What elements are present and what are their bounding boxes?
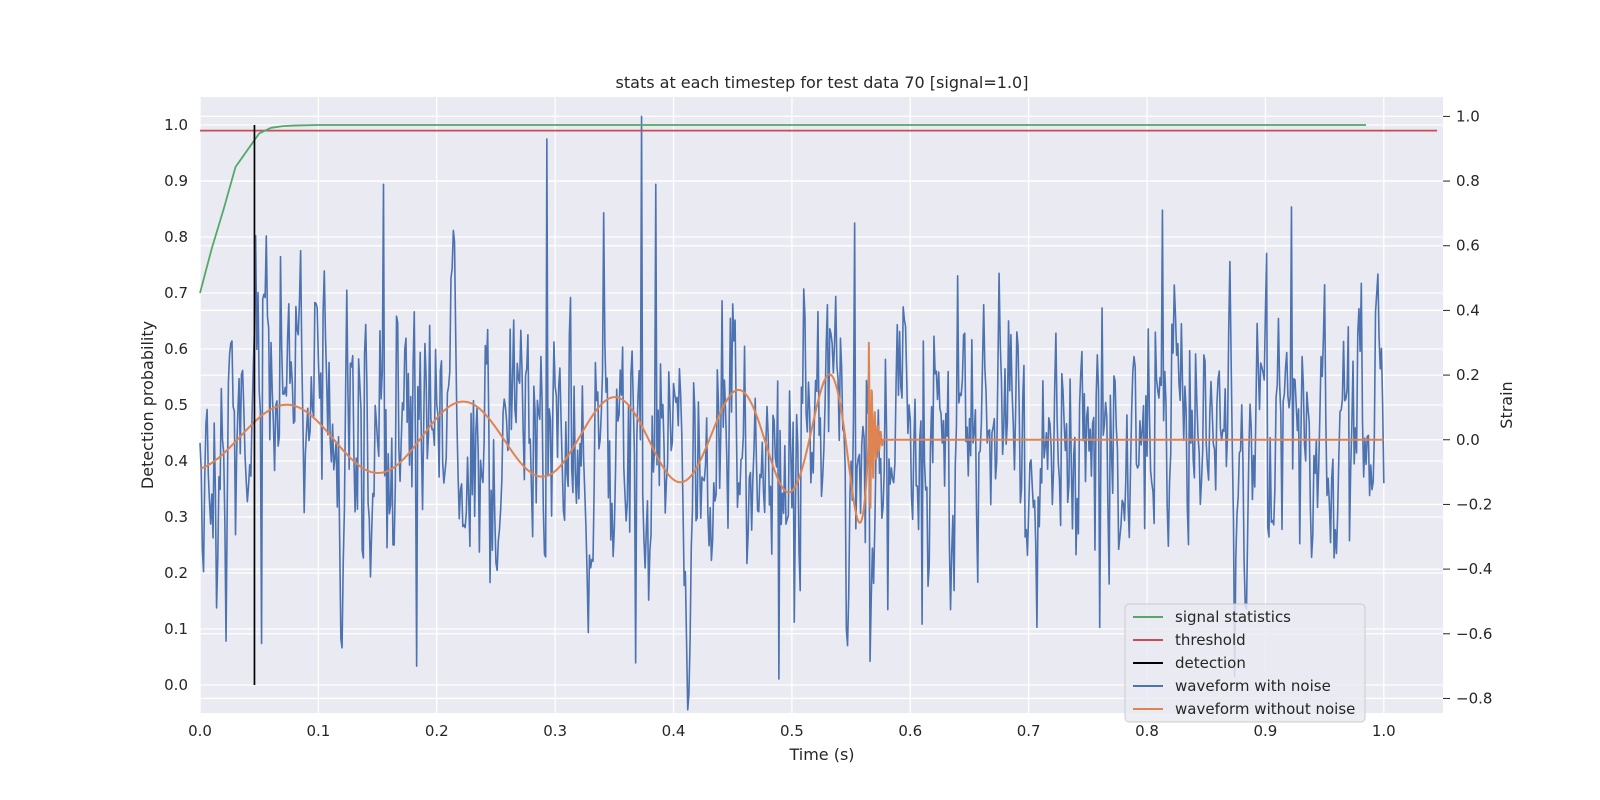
y-tick-label-left: 0.5	[164, 396, 188, 414]
legend-label: threshold	[1175, 631, 1246, 649]
x-tick-label: 0.4	[662, 722, 686, 740]
y-tick-label-right: 0.4	[1456, 301, 1480, 319]
y-tick-label-right: −0.6	[1456, 625, 1492, 643]
series-waveform-without-noise	[199, 341, 1385, 524]
x-tick-label: 0.0	[188, 722, 212, 740]
legend-label: signal statistics	[1175, 608, 1291, 626]
y-tick-label-left: 1.0	[164, 116, 188, 134]
y-tick-label-right: 0.6	[1456, 237, 1480, 255]
x-tick-label: 0.9	[1253, 722, 1277, 740]
y-tick-label-left: 0.1	[164, 620, 188, 638]
y-tick-label-left: 0.8	[164, 228, 188, 246]
y-tick-label-right: −0.2	[1456, 495, 1492, 513]
y-tick-label-left: 0.3	[164, 508, 188, 526]
legend-label: waveform with noise	[1175, 677, 1331, 695]
legend: signal statistics threshold detection wavef…	[1124, 603, 1366, 723]
x-tick-label: 0.5	[780, 722, 804, 740]
y-tick-label-right: −0.8	[1456, 689, 1492, 707]
y-tick-label-left: 0.6	[164, 340, 188, 358]
x-axis-title: Time (s)	[788, 745, 854, 764]
y-tick-label-right: −0.4	[1456, 560, 1492, 578]
y-tick-label-left: 0.2	[164, 564, 188, 582]
x-tick-label: 0.3	[543, 722, 567, 740]
chart-title: stats at each timestep for test data 70 …	[616, 73, 1029, 92]
legend-label: detection	[1175, 654, 1246, 672]
y-axis-title-right: Strain	[1497, 381, 1516, 428]
y-tick-label-right: 0.8	[1456, 172, 1480, 190]
y-tick-label-right: 0.2	[1456, 366, 1480, 384]
x-tick-label: 1.0	[1372, 722, 1396, 740]
legend-box	[1124, 603, 1366, 723]
x-tick-label: 0.1	[306, 722, 330, 740]
y-axis-title-left: Detection probability	[138, 321, 157, 489]
series-layer	[199, 115, 1438, 711]
y-tick-label-left: 0.4	[164, 452, 188, 470]
legend-label: waveform without noise	[1175, 700, 1355, 718]
series-signal-statistics	[199, 124, 1367, 294]
y-tick-label-left: 0.7	[164, 284, 188, 302]
y-tick-label-right: 0.0	[1456, 431, 1480, 449]
ticks: 0.0 0.1 0.2 0.3 0.4 0.5 0.6 0.7 0.8 0.9 1.0 0.0 0.1 0…	[164, 107, 1492, 740]
y-tick-label-left: 0.9	[164, 172, 188, 190]
y-tick-label-left: 0.0	[164, 676, 188, 694]
legend-entries: signal statistics threshold detection wavef…	[1133, 608, 1355, 718]
x-tick-label: 0.8	[1135, 722, 1159, 740]
x-tick-label: 0.2	[425, 722, 449, 740]
y-tick-label-right: 1.0	[1456, 107, 1480, 125]
x-tick-label: 0.7	[1017, 722, 1041, 740]
series-waveform-with-noise	[199, 115, 1385, 711]
x-tick-label: 0.6	[898, 722, 922, 740]
